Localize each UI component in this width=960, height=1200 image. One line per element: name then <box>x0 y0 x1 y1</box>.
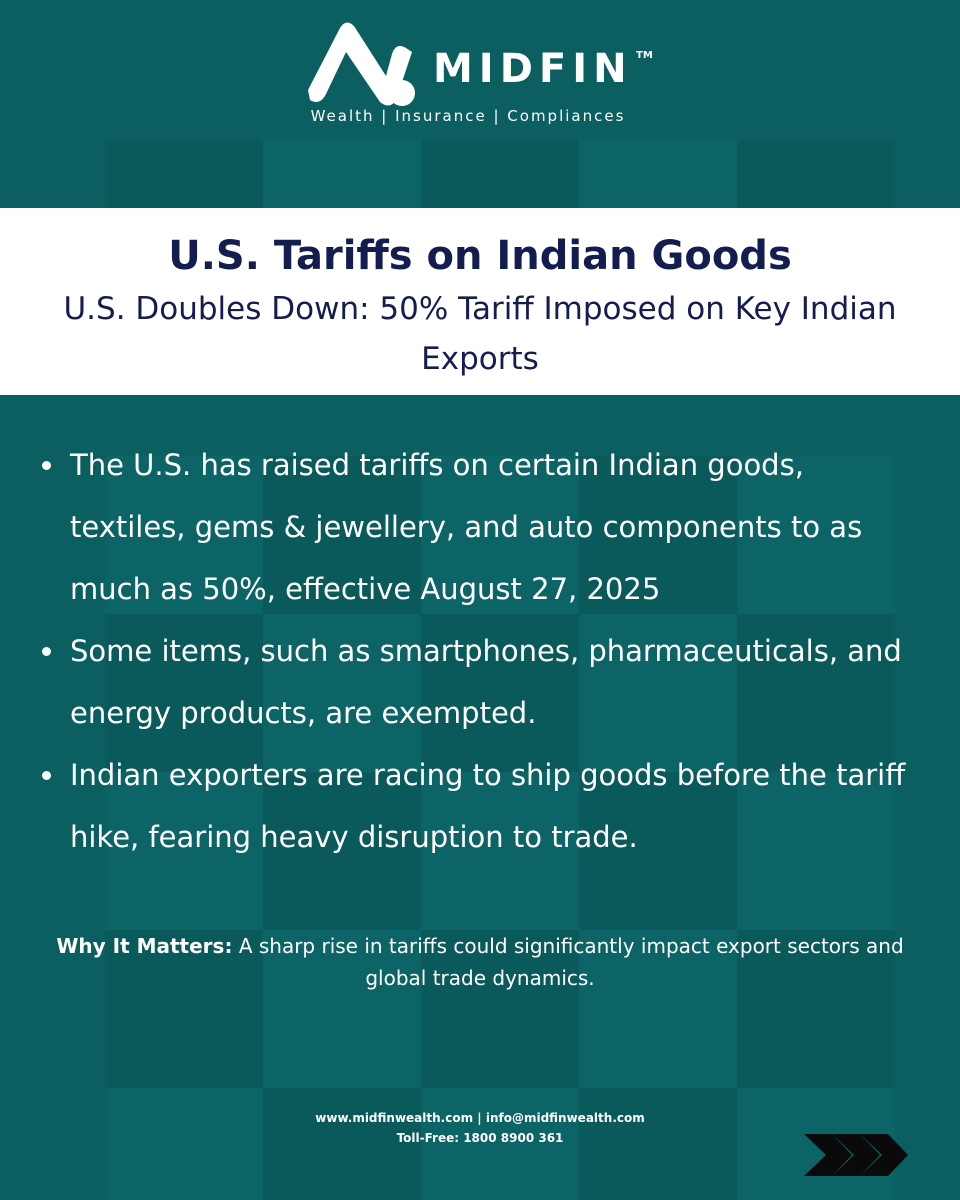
page-subtitle: U.S. Doubles Down: 50% Tariff Imposed on… <box>63 291 897 377</box>
footer-toll-free: Toll-Free: 1800 8900 361 <box>396 1131 564 1145</box>
footer: www.midfinwealth.com | info@midfinwealth… <box>0 1108 960 1148</box>
why-it-matters: Why It Matters: A sharp rise in tariffs … <box>30 930 930 994</box>
title-band: U.S. Tariffs on Indian Goods U.S. Double… <box>0 208 960 395</box>
list-item: Some items, such as smartphones, pharmac… <box>38 620 918 744</box>
bullet-icon <box>42 771 51 780</box>
midfin-logo-mark-icon <box>308 22 415 106</box>
triple-chevron-right-icon[interactable] <box>802 1132 910 1178</box>
list-item-text: Some items, such as smartphones, pharmac… <box>70 634 902 730</box>
bullet-icon <box>42 647 51 656</box>
brand-logo: MIDFIN TM Wealth | Insurance | Complianc… <box>0 18 960 138</box>
list-item: The U.S. has raised tariffs on certain I… <box>38 434 918 620</box>
why-it-matters-text: A sharp rise in tariffs could significan… <box>238 934 904 990</box>
bullet-icon <box>42 461 51 470</box>
list-item: Indian exporters are racing to ship good… <box>38 744 918 868</box>
list-item-text: Indian exporters are racing to ship good… <box>70 758 906 854</box>
brand-tagline: Wealth | Insurance | Compliances <box>310 107 626 125</box>
key-points-list: The U.S. has raised tariffs on certain I… <box>38 434 918 868</box>
brand-name: MIDFIN <box>433 46 633 92</box>
why-it-matters-label: Why It Matters: <box>56 934 233 958</box>
footer-contact[interactable]: www.midfinwealth.com | info@midfinwealth… <box>315 1111 645 1125</box>
page-title: U.S. Tariffs on Indian Goods <box>168 233 792 279</box>
trademark-mark: TM <box>636 50 653 61</box>
list-item-text: The U.S. has raised tariffs on certain I… <box>70 448 863 606</box>
